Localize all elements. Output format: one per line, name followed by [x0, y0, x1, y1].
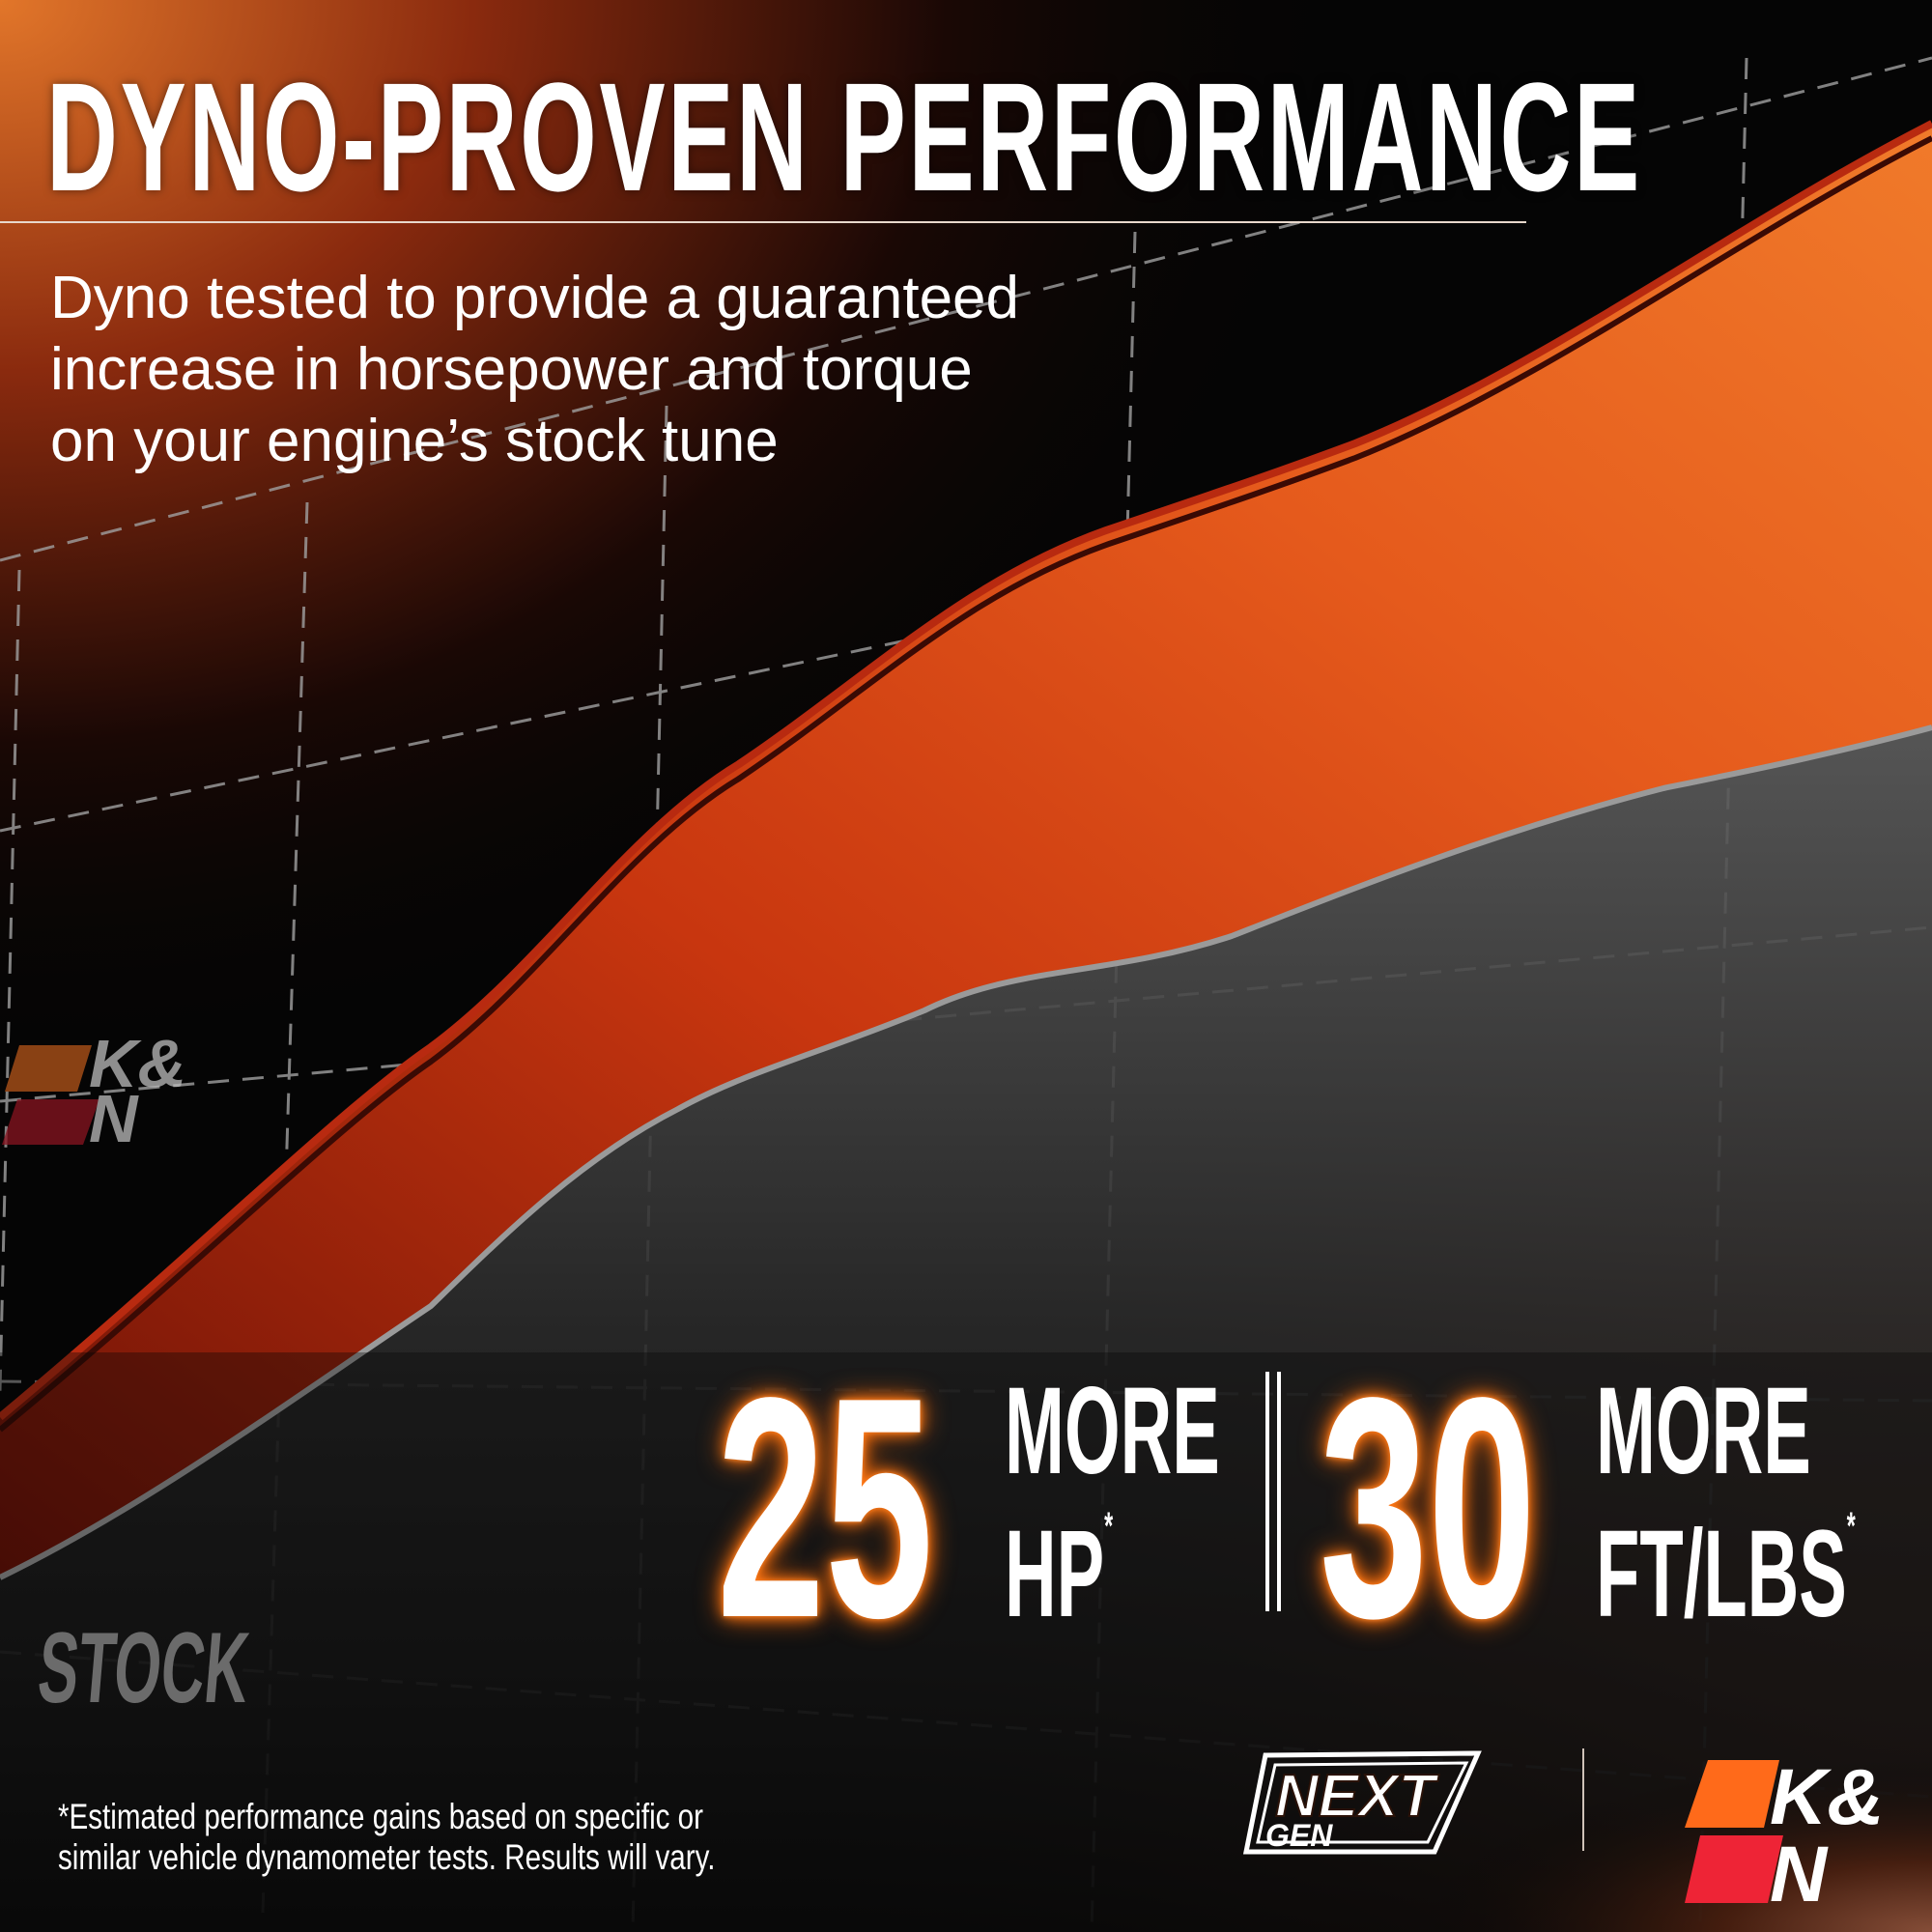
subtitle-line: Dyno tested to provide a guaranteed — [50, 265, 1020, 331]
title-divider — [0, 221, 1526, 223]
subtitle: Dyno tested to provide a guaranteed incr… — [50, 263, 1019, 477]
hp-stat-value: 25 — [717, 1332, 934, 1683]
kn-logo: K& N — [1685, 1758, 1884, 1908]
hp-stat-line2: HP* — [1005, 1505, 1114, 1643]
kn-orange-block — [1685, 1760, 1779, 1828]
svg-text:GEN: GEN — [1265, 1818, 1333, 1853]
svg-text:N: N — [89, 1081, 139, 1156]
upgrade-curve-band — [0, 124, 1932, 1577]
stock-label: STOCK — [34, 1612, 254, 1724]
svg-text:NEXT: NEXT — [1275, 1763, 1439, 1830]
page-title: DYNO-PROVEN PERFORMANCE — [46, 50, 1642, 223]
torque-stat-line2: FT/LBS* — [1596, 1505, 1856, 1643]
subtitle-line: on your engine’s stock tune — [50, 408, 779, 474]
kn-red-block — [1685, 1835, 1783, 1903]
stock-curve-band — [0, 727, 1932, 1932]
subtitle-line: increase in horsepower and torque — [50, 336, 973, 403]
torque-stat-line1: MORE — [1596, 1362, 1811, 1500]
svg-text:K&: K& — [89, 1026, 186, 1101]
footnote: *Estimated performance gains based on sp… — [58, 1797, 880, 1878]
kn-watermark-logo: K& N — [2, 1026, 186, 1156]
svg-text:N: N — [1770, 1831, 1829, 1908]
footnote-line: *Estimated performance gains based on sp… — [58, 1797, 703, 1836]
torque-stat-value: 30 — [1320, 1332, 1537, 1683]
footnote-line: similar vehicle dynamometer tests. Resul… — [58, 1837, 716, 1877]
hp-stat-line1: MORE — [1005, 1362, 1220, 1500]
stat-divider — [1265, 1372, 1281, 1611]
nextgen-logo: NEXT GEN — [1242, 1750, 1482, 1855]
svg-text:K&: K& — [1770, 1758, 1884, 1841]
logo-divider — [1582, 1748, 1584, 1851]
